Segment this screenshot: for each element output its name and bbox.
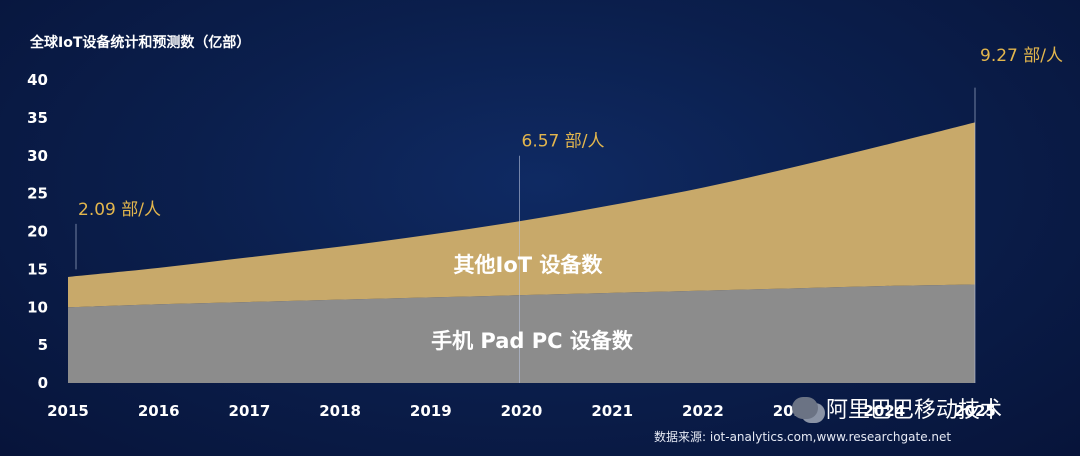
y-tick-label: 25 bbox=[27, 185, 48, 203]
series-area-other-iot bbox=[68, 122, 975, 308]
y-tick-label: 40 bbox=[27, 71, 48, 89]
y-tick-label: 30 bbox=[27, 147, 48, 165]
area-layer bbox=[68, 122, 975, 383]
annotation-label: 2.09 部/人 bbox=[78, 200, 161, 220]
annotation-label: 9.27 部/人 bbox=[980, 46, 1063, 66]
source-note: 数据来源: iot-analytics.com,www.researchgate… bbox=[654, 430, 952, 444]
chart-title: 全球IoT设备统计和预测数（亿部） bbox=[30, 35, 251, 51]
x-tick-label: 2017 bbox=[229, 402, 271, 420]
annotation-label: 6.57 部/人 bbox=[522, 132, 605, 152]
x-tick-label: 2019 bbox=[410, 402, 452, 420]
x-tick-label: 2022 bbox=[682, 402, 724, 420]
series-label-phone-pad-pc: 手机 Pad PC 设备数 bbox=[431, 329, 634, 353]
y-tick-label: 35 bbox=[27, 109, 48, 127]
watermark-text: 阿里巴巴移动技术 bbox=[826, 398, 1003, 423]
y-tick-label: 15 bbox=[27, 260, 48, 278]
annotation-layer: 2.09 部/人 6.57 部/人 9.27 部/人 bbox=[75, 46, 1063, 383]
y-tick-label: 0 bbox=[38, 374, 48, 392]
series-label-other-iot: 其他IoT 设备数 bbox=[454, 253, 604, 277]
x-tick-label: 2025 bbox=[954, 402, 996, 420]
x-tick-label: 2020 bbox=[501, 402, 543, 420]
x-tick-label: 2016 bbox=[138, 402, 180, 420]
y-tick-label: 20 bbox=[27, 223, 48, 241]
wechat-icon bbox=[792, 397, 818, 419]
x-tick-label: 2018 bbox=[319, 402, 361, 420]
x-tick-label: 2021 bbox=[591, 402, 633, 420]
watermark: 阿里巴巴移动技术 bbox=[792, 392, 1002, 424]
series-area-phone-pad-pc bbox=[68, 284, 975, 383]
x-tick-label: 2015 bbox=[47, 402, 89, 420]
x-tick-label: 2024 bbox=[863, 402, 905, 420]
y-tick-label: 5 bbox=[38, 336, 48, 354]
y-tick-label: 10 bbox=[27, 298, 48, 316]
